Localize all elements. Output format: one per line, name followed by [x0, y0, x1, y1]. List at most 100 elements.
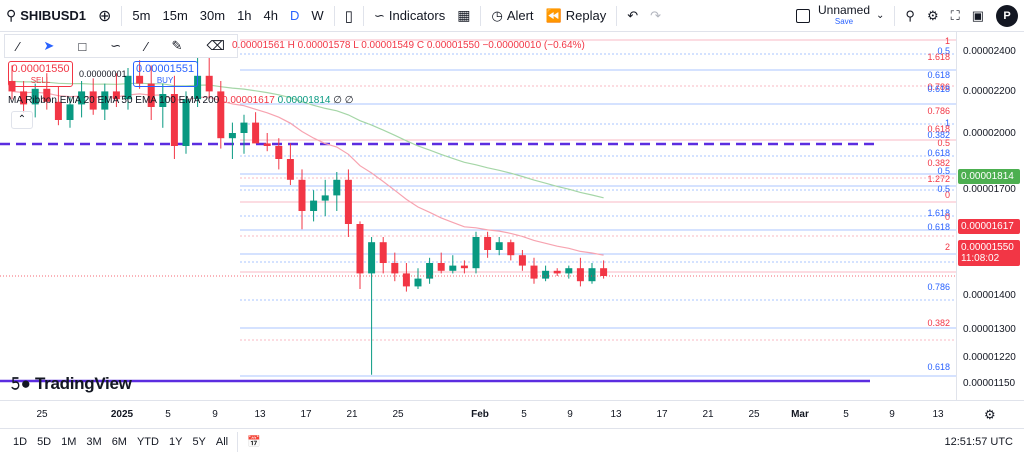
interval-d[interactable]: D — [290, 8, 300, 23]
snapshot-button[interactable]: ▣ — [966, 0, 990, 32]
interval-1h[interactable]: 1h — [237, 8, 252, 23]
compare-button[interactable]: ⊕ — [92, 0, 117, 32]
time-axis-label: 21 — [346, 409, 358, 420]
fib-level-label: 0.618 — [927, 362, 950, 372]
range-5d[interactable]: 5D — [37, 435, 52, 448]
fib-level-label: 0.618 — [927, 124, 950, 134]
gear-icon: ⚙ — [926, 7, 939, 23]
candle-body — [460, 265, 468, 269]
collapse-legend-button[interactable]: ⌃ — [11, 111, 33, 129]
time-axis-label: 5 — [521, 409, 527, 420]
settings-button[interactable]: ⚙ — [921, 0, 945, 32]
time-axis-label: 2025 — [110, 409, 134, 420]
replay-button[interactable]: ⏪ Replay — [540, 0, 613, 32]
layout-icon — [795, 8, 810, 23]
candle-body — [553, 270, 561, 274]
candle-body — [194, 75, 202, 100]
alert-label: Alert — [506, 8, 534, 23]
fib-level-label: 0.382 — [927, 130, 950, 140]
range-3m[interactable]: 3M — [86, 435, 102, 448]
interval-30m[interactable]: 30m — [199, 8, 226, 23]
interval-4h[interactable]: 4h — [263, 8, 279, 23]
ema50-price-tag: 0.00001814 — [958, 169, 1020, 184]
ema20-line — [11, 90, 604, 256]
indicator-legend[interactable]: MA Ribbon EMA 20 EMA 50 EMA 100 EMA 200 … — [8, 95, 353, 106]
fib-level-label: 0.618 — [927, 70, 950, 80]
cursor-icon[interactable]: ➤ — [43, 38, 55, 53]
fullscreen-button[interactable]: ⛶ — [945, 0, 966, 32]
rewind-icon: ⏪ — [545, 7, 562, 23]
fullscreen-icon: ⛶ — [950, 7, 960, 23]
range-1m[interactable]: 1M — [61, 435, 77, 448]
candle-body — [252, 122, 260, 144]
undo-button[interactable]: ↶ — [621, 0, 644, 32]
candle-body — [518, 255, 526, 266]
price-chart[interactable]: 10.51.6180.6180.7860.6180.78610.6180.382… — [0, 32, 956, 400]
ema20-price-tag: 0.00001617 — [958, 219, 1020, 234]
candle-body — [101, 91, 109, 110]
fib-level-label: 0.618 — [927, 222, 950, 232]
price-scale[interactable]: 0.00002400 0.00002200 0.00002000 0.00001700… — [956, 32, 1024, 400]
rectangle-icon[interactable]: □ — [78, 38, 87, 54]
goto-settings-icon[interactable]: ⚙ — [984, 407, 996, 422]
candle-body — [182, 99, 190, 146]
range-ytd[interactable]: YTD — [136, 435, 159, 448]
ema50-line — [11, 80, 604, 199]
indicator-name: MA Ribbon EMA 20 EMA 50 EMA 100 EMA 200 — [8, 95, 220, 106]
divider — [121, 5, 123, 26]
candle-body — [391, 263, 399, 274]
layout-menu-button[interactable]: Unnamed Save ⌄ — [790, 0, 890, 32]
candle-body — [112, 91, 120, 100]
indicators-icon: ∽ — [373, 7, 385, 23]
profile-button[interactable]: P — [990, 0, 1024, 32]
tv-logo-icon: 𝟻● — [10, 374, 31, 393]
clock-label[interactable]: 12:51:57 UTC — [944, 435, 1013, 448]
quick-search-button[interactable]: ⚲ — [899, 0, 921, 32]
candle-body — [286, 159, 294, 180]
eraser-icon[interactable]: ⌫ — [206, 38, 225, 53]
divider — [894, 5, 896, 26]
ema20-value: 0.00001617 — [222, 95, 275, 106]
divider — [616, 5, 618, 26]
trendline-icon[interactable]: ∕ — [17, 38, 20, 54]
fib-level-label: 1 — [945, 118, 950, 128]
time-axis-label: 25 — [392, 409, 404, 420]
candle-body — [542, 270, 550, 279]
range-5y[interactable]: 5Y — [192, 435, 206, 448]
range-6m[interactable]: 6M — [111, 435, 127, 448]
time-axis-label: 25 — [748, 409, 760, 420]
templates-button[interactable]: ▦ — [451, 0, 476, 32]
candle-body — [530, 265, 538, 279]
top-toolbar: ⚲ SHIBUSD1 ⊕ 5m 15m 30m 1h 4h D W ▯ ∽ In… — [0, 0, 1024, 32]
alert-button[interactable]: ◷ Alert — [485, 0, 539, 32]
brush-icon[interactable]: ✎ — [171, 38, 183, 53]
price-axis-label: 0.00002400 — [963, 46, 1016, 57]
fib-level-label: 0.618 — [927, 148, 950, 158]
candle-body — [78, 91, 86, 105]
range-1y[interactable]: 1Y — [168, 435, 183, 448]
interval-w[interactable]: W — [311, 8, 324, 23]
candle-body — [275, 146, 283, 159]
range-1d[interactable]: 1D — [13, 435, 28, 448]
sell-button[interactable]: 0.00001550 SELL — [8, 61, 73, 87]
path-icon[interactable]: ∽ — [110, 38, 122, 53]
fib-level-label: 0.786 — [927, 82, 950, 92]
candle-body — [484, 237, 492, 250]
ray-icon[interactable]: ∕ — [145, 38, 148, 54]
candle-body — [576, 268, 584, 282]
interval-15m[interactable]: 15m — [162, 8, 188, 23]
range-all[interactable]: All — [215, 435, 229, 448]
redo-button[interactable]: ↷ — [644, 0, 667, 32]
symbol-search-button[interactable]: ⚲ SHIBUSD1 — [0, 0, 92, 32]
candle-body — [449, 265, 457, 271]
buy-button[interactable]: 0.00001551 BUY — [132, 61, 198, 87]
search-icon: ⚲ — [6, 7, 17, 23]
layout-status: Save — [834, 16, 854, 26]
interval-5m[interactable]: 5m — [132, 8, 151, 23]
goto-date-button[interactable]: 📅 — [242, 435, 266, 448]
grid-icon: ▦ — [457, 7, 471, 23]
indicators-button[interactable]: ∽ Indicators — [368, 0, 451, 32]
chart-type-button[interactable]: ▯ — [339, 0, 359, 32]
symbol-name: SHIBUSD1 — [20, 8, 87, 23]
time-scale[interactable]: ⚙ 25 2025 5 9 13 17 21 25 Feb 5 9 13 17 21 25 Mar 5 9 13 — [0, 400, 1024, 428]
